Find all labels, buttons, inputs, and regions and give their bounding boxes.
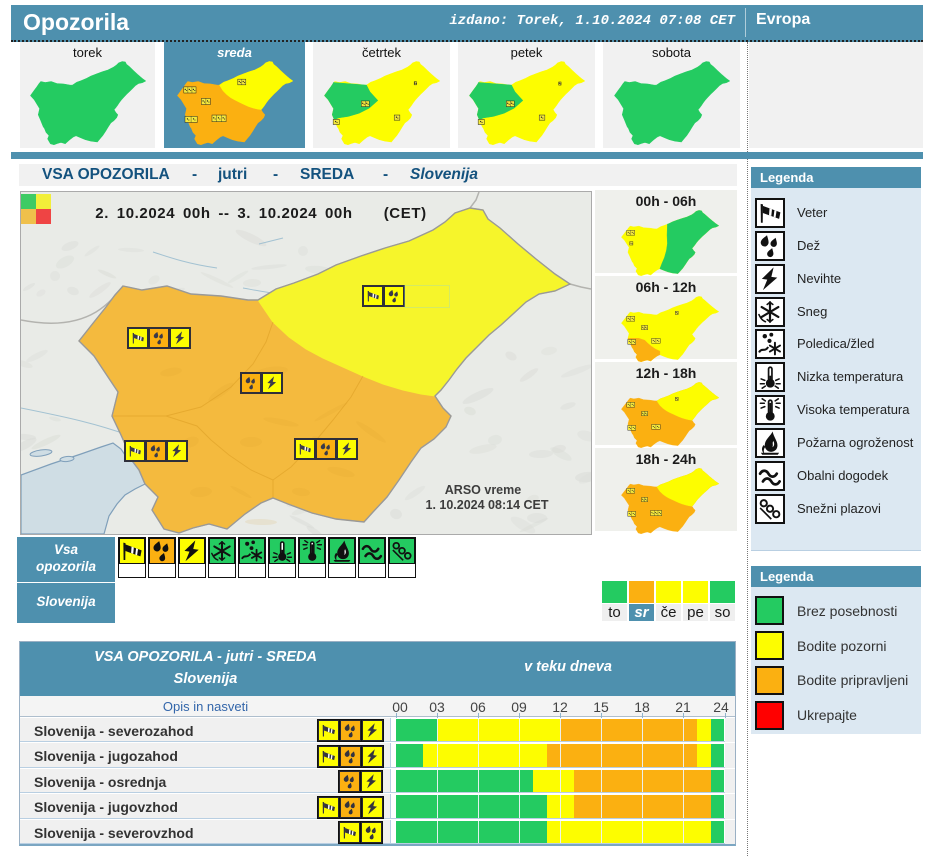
svg-text:1. 10.2024 08:14 CET: 1. 10.2024 08:14 CET <box>426 498 549 512</box>
svg-text:2. 10.2024 00h -- 3. 10.202: 2. 10.2024 00h -- 3. 10.2024 00h (CET) <box>95 205 426 222</box>
svg-text:ARSO vreme: ARSO vreme <box>445 483 521 497</box>
